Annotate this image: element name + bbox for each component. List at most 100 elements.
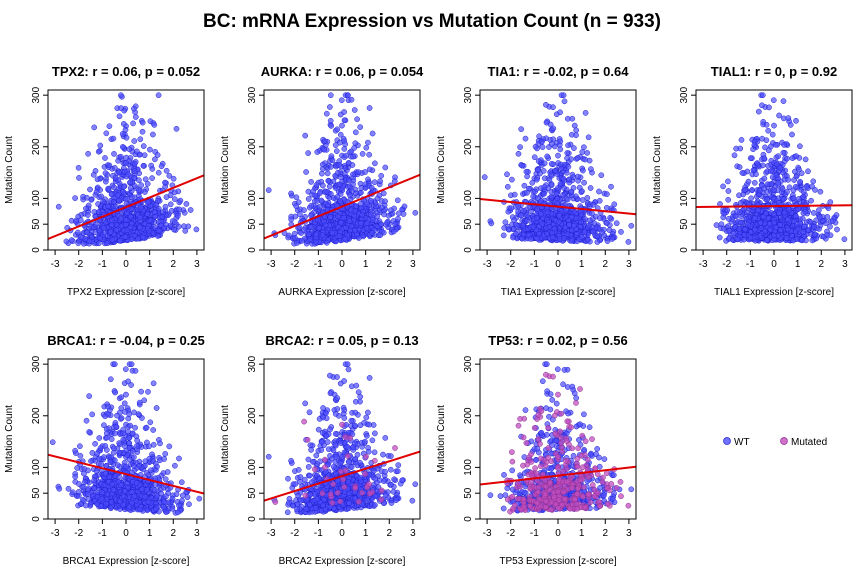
point xyxy=(81,470,87,477)
point xyxy=(529,179,536,186)
point xyxy=(391,178,398,184)
point xyxy=(150,441,157,448)
point xyxy=(313,231,320,238)
point xyxy=(112,389,119,396)
point xyxy=(126,146,133,153)
point xyxy=(127,422,134,429)
point xyxy=(155,169,162,176)
point xyxy=(131,160,138,167)
point xyxy=(752,215,758,221)
point xyxy=(564,155,570,162)
point xyxy=(769,131,776,138)
y-tick-label: 200 xyxy=(679,138,690,155)
point xyxy=(834,226,840,233)
point xyxy=(183,201,190,207)
point xyxy=(562,224,569,231)
point xyxy=(111,184,117,191)
point xyxy=(336,181,343,188)
x-tick-label: 2 xyxy=(170,259,176,270)
point xyxy=(101,422,107,429)
y-axis-label: Mutation Count xyxy=(652,136,663,204)
point xyxy=(173,125,180,132)
point xyxy=(101,454,107,460)
point xyxy=(351,145,358,151)
point xyxy=(147,217,154,224)
point xyxy=(533,176,540,183)
point xyxy=(138,204,145,211)
point xyxy=(155,227,162,234)
point xyxy=(751,142,758,148)
point xyxy=(120,121,127,127)
point xyxy=(137,136,144,143)
point xyxy=(108,222,115,228)
point xyxy=(98,461,105,468)
point xyxy=(116,169,123,176)
point xyxy=(737,200,744,206)
point xyxy=(174,213,181,219)
point xyxy=(350,181,356,188)
point xyxy=(579,149,586,155)
point xyxy=(316,203,323,210)
point xyxy=(359,151,366,157)
point xyxy=(519,235,525,242)
point xyxy=(308,202,315,209)
point xyxy=(718,221,725,228)
point xyxy=(551,225,558,232)
point xyxy=(85,496,92,502)
point xyxy=(580,167,586,174)
point xyxy=(571,145,577,151)
point xyxy=(739,170,746,176)
point xyxy=(316,225,323,231)
point xyxy=(400,211,407,217)
point xyxy=(800,188,807,195)
point xyxy=(117,237,123,244)
point xyxy=(338,219,344,226)
point xyxy=(74,465,81,471)
point xyxy=(841,236,848,243)
point xyxy=(755,108,762,115)
point xyxy=(85,467,91,474)
point xyxy=(789,131,795,138)
point xyxy=(128,194,135,200)
point xyxy=(169,495,176,502)
point xyxy=(310,188,316,195)
point xyxy=(163,167,170,174)
point xyxy=(742,226,748,233)
y-tick-label: 50 xyxy=(31,487,42,499)
point xyxy=(805,227,812,233)
point xyxy=(96,455,103,462)
point xyxy=(585,237,591,243)
point xyxy=(607,214,613,221)
point xyxy=(757,220,764,226)
point xyxy=(604,238,611,244)
point xyxy=(581,144,587,151)
point xyxy=(101,229,108,236)
y-tick-label: 0 xyxy=(31,247,42,253)
point xyxy=(120,189,127,195)
point xyxy=(793,173,800,180)
point xyxy=(560,92,567,99)
point xyxy=(713,222,720,228)
point xyxy=(86,429,93,435)
point xyxy=(168,207,175,214)
point xyxy=(347,192,353,198)
point xyxy=(571,122,578,129)
point xyxy=(588,166,594,172)
point xyxy=(764,181,771,188)
point xyxy=(132,368,139,374)
point xyxy=(833,212,840,218)
point xyxy=(136,177,142,184)
point xyxy=(132,424,138,431)
point xyxy=(564,231,571,238)
point xyxy=(811,224,817,230)
point xyxy=(377,232,384,238)
point xyxy=(98,496,105,502)
point xyxy=(94,501,101,507)
point xyxy=(488,220,495,227)
point xyxy=(358,189,364,196)
point xyxy=(122,409,128,415)
point xyxy=(532,143,539,150)
point xyxy=(733,213,740,220)
